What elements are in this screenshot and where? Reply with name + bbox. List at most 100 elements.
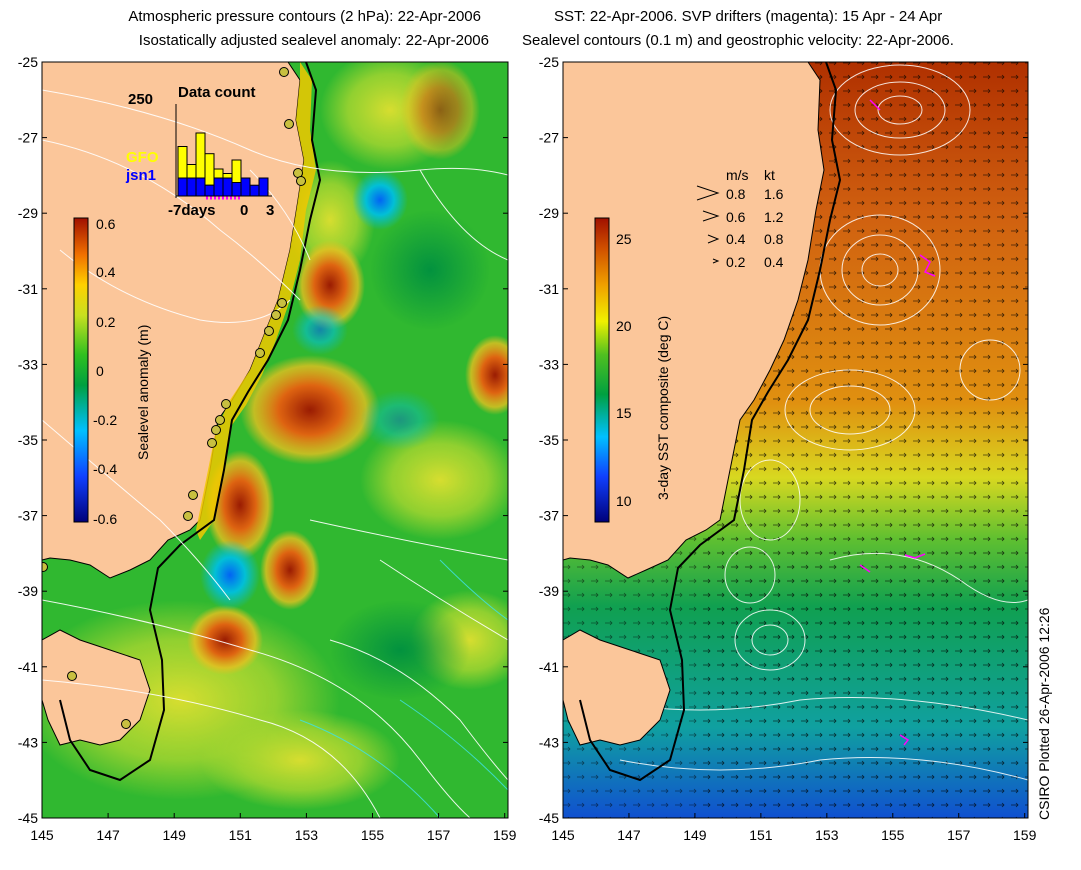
- lon-tick-label: 157: [427, 827, 451, 843]
- svg-text:1.6: 1.6: [764, 186, 784, 202]
- legend-jsn1: jsn1: [125, 167, 156, 184]
- jsn1-bar: [231, 182, 242, 197]
- gfo-bar: [213, 168, 224, 179]
- lat-tick-label: -33: [18, 356, 38, 372]
- lat-tick-label: -27: [539, 130, 559, 146]
- jsn1-bar: [249, 184, 260, 197]
- lon-tick-label: 145: [30, 827, 54, 843]
- left-title-line1: Atmospheric pressure contours (2 hPa): 2…: [128, 8, 481, 25]
- sst-colorbar-tick: 10: [616, 493, 632, 509]
- lon-tick-label: 145: [551, 827, 575, 843]
- svg-text:0.6: 0.6: [726, 209, 746, 225]
- jsn1-bar: [258, 177, 269, 197]
- gfo-bar: [204, 153, 215, 186]
- jsn1-bar: [195, 177, 206, 197]
- sla-colorbar-label: Sealevel anomaly (m): [135, 325, 151, 460]
- jsn1-bar: [240, 177, 251, 197]
- svg-text:1.2: 1.2: [764, 209, 784, 225]
- tasmania-land-right: [563, 629, 671, 746]
- lat-tick-label: -45: [18, 810, 38, 826]
- left-map: [42, 62, 508, 818]
- right-lat-axis: -25 -27 -29 -31 -33 -35 -37 -39 -41 -43 -45: [539, 54, 1028, 826]
- gfo-bar: [222, 173, 233, 179]
- lon-tick-label: 151: [229, 827, 253, 843]
- pressure-contours: [42, 89, 508, 818]
- lat-tick-label: -35: [18, 432, 38, 448]
- jsn1-bar: [204, 184, 215, 197]
- sst-colorbar-label: 3-day SST composite (deg C): [655, 316, 671, 500]
- left-lat-axis: -25 -27 -29 -31 -33 -35 -37 -39 -41 -43 -45: [18, 54, 508, 826]
- lon-tick-label: 159: [1013, 827, 1037, 843]
- right-map: [563, 62, 1028, 818]
- gfo-bar: [231, 159, 242, 183]
- data-count-ymax: 250: [128, 91, 153, 108]
- data-count-xtick: -7days: [168, 202, 216, 219]
- sla-colorbar-tick: -0.4: [93, 461, 117, 477]
- svg-text:0.4: 0.4: [764, 254, 784, 270]
- lat-tick-label: -25: [539, 54, 559, 70]
- lat-tick-label: -41: [539, 659, 559, 675]
- lon-tick-label: 159: [493, 827, 517, 843]
- svg-text:0.4: 0.4: [726, 231, 746, 247]
- lat-tick-label: -31: [18, 281, 38, 297]
- svg-text:0.8: 0.8: [764, 231, 784, 247]
- lon-tick-label: 153: [295, 827, 319, 843]
- tide-gauge-stations: [42, 67, 306, 729]
- sst-colorbar: 25 20 15 10 3-day SST composite (deg C): [594, 217, 671, 523]
- lon-tick-label: 155: [881, 827, 905, 843]
- lon-tick-label: 157: [947, 827, 971, 843]
- data-count-xtick: 3: [266, 202, 274, 219]
- lat-tick-label: -35: [539, 432, 559, 448]
- jsn1-bar: [213, 177, 224, 197]
- lat-tick-label: -39: [18, 583, 38, 599]
- lat-tick-label: -37: [539, 508, 559, 524]
- left-lon-axis: 145 147 149 151 153 155 157 159: [30, 813, 517, 843]
- gfo-bar: [195, 132, 206, 179]
- lat-tick-label: -43: [539, 734, 559, 750]
- lon-tick-label: 147: [617, 827, 641, 843]
- right-title-line1: SST: 22-Apr-2006. SVP drifters (magenta)…: [554, 8, 943, 25]
- plot-credit: CSIRO Plotted 26-Apr-2006 12:26: [1036, 607, 1052, 820]
- data-count-bars: [177, 132, 269, 197]
- lon-tick-label: 147: [96, 827, 120, 843]
- gfo-bar: [186, 164, 197, 179]
- data-count-xtick: 0: [240, 202, 248, 219]
- lon-tick-label: 151: [749, 827, 773, 843]
- jsn1-bar: [177, 177, 188, 197]
- lat-tick-label: -25: [18, 54, 38, 70]
- lat-tick-label: -37: [18, 508, 38, 524]
- lat-tick-label: -31: [539, 281, 559, 297]
- sla-colorbar-tick: -0.2: [93, 412, 117, 428]
- velocity-arrow-icon: [712, 258, 720, 264]
- svg-text:0.2: 0.2: [726, 254, 746, 270]
- sla-colorbar-tick: 0: [96, 363, 104, 379]
- lon-tick-label: 155: [361, 827, 385, 843]
- sst-colorbar-tick: 25: [616, 231, 632, 247]
- pressure-contours-cyan: [299, 559, 508, 818]
- lat-tick-label: -39: [539, 583, 559, 599]
- jsn1-bar: [186, 177, 197, 197]
- data-count-title: Data count: [178, 84, 256, 101]
- svp-drifter-tracks: [859, 99, 936, 746]
- lat-tick-label: -33: [539, 356, 559, 372]
- lat-tick-label: -41: [18, 659, 38, 675]
- lat-tick-label: -27: [18, 130, 38, 146]
- right-title-line2: Sealevel contours (0.1 m) and geostrophi…: [522, 32, 954, 49]
- data-count-inset: 250 Data count GFO jsn1 -7days 0 3: [125, 84, 274, 219]
- velocity-arrow-icon: [696, 185, 720, 201]
- shelf-contour-200m-right: [579, 62, 842, 782]
- legend-gfo: GFO: [126, 149, 159, 166]
- sst-colorbar-tick: 20: [616, 318, 632, 334]
- lon-tick-label: 153: [815, 827, 839, 843]
- gfo-bar: [177, 146, 188, 179]
- jsn1-bar: [222, 177, 233, 197]
- coastal-yellow-band: [196, 62, 316, 540]
- mainland-land-right: [563, 62, 825, 579]
- lat-tick-label: -29: [18, 205, 38, 221]
- tasmania-land: [42, 629, 151, 746]
- left-title-line2: Isostatically adjusted sealevel anomaly:…: [138, 32, 489, 49]
- right-lon-axis: 145 147 149 151 153 155 157 159: [551, 813, 1037, 843]
- lon-tick-label: 149: [163, 827, 187, 843]
- sla-colorbar: 0.6 0.4 0.2 0 -0.2 -0.4 -0.6 Sealevel an…: [73, 216, 151, 527]
